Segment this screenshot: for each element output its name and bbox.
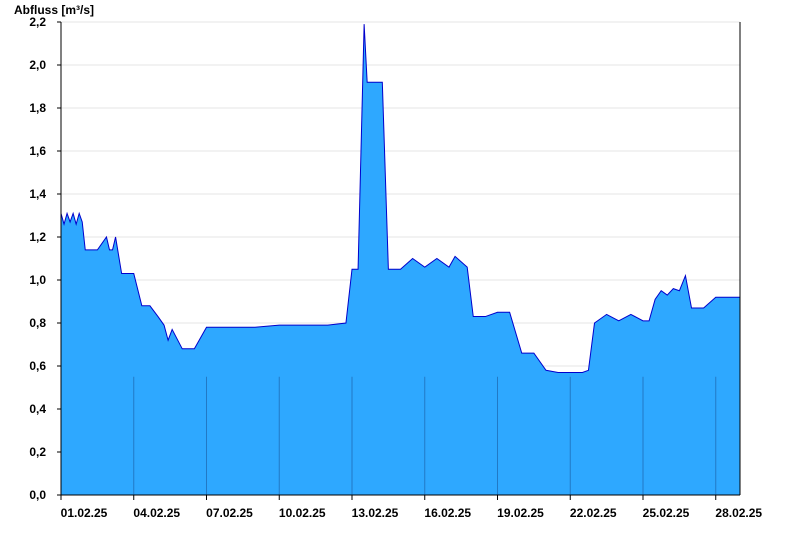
y-tick-label: 1,2 [29,230,46,244]
y-tick-label: 0,0 [29,488,46,502]
x-tick-label: 28.02.25 [715,506,762,520]
y-tick-label: 1,8 [29,101,46,115]
y-tick-label: 2,0 [29,58,46,72]
y-tick-label: 0,2 [29,445,46,459]
series-line [60,24,740,373]
y-tick-label: 2,2 [29,15,46,29]
y-tick-label: 0,6 [29,359,46,373]
y-tick-label: 1,0 [29,273,46,287]
series-area [61,24,740,496]
x-tick-label: 07.02.25 [206,506,253,520]
x-ticks: 01.02.25 04.02.25 07.02.25 10.02.25 13.02.25… [60,495,762,520]
y-tick-label: 1,6 [29,144,46,158]
x-tick-label: 16.02.25 [424,506,471,520]
x-tick-label: 10.02.25 [279,506,326,520]
y-ticks: 0,0 0,2 0,4 0,6 0,8 1,0 1,2 1,4 1,6 1,8 2,0 2,2 [29,15,61,502]
day-dividers [133,376,717,495]
x-tick-label: 22.02.25 [570,506,617,520]
axes [60,22,741,496]
x-tick-label: 25.02.25 [643,506,690,520]
y-axis-title: Abfluss [m³/s] [14,3,94,17]
x-tick-label: 04.02.25 [133,506,180,520]
y-tick-label: 1,4 [29,187,46,201]
y-tick-label: 0,8 [29,316,46,330]
x-tick-label: 13.02.25 [352,506,399,520]
x-tick-label: 01.02.25 [61,506,108,520]
x-tick-label: 19.02.25 [497,506,544,520]
y-tick-label: 0,4 [29,402,46,416]
data-area [60,24,740,496]
